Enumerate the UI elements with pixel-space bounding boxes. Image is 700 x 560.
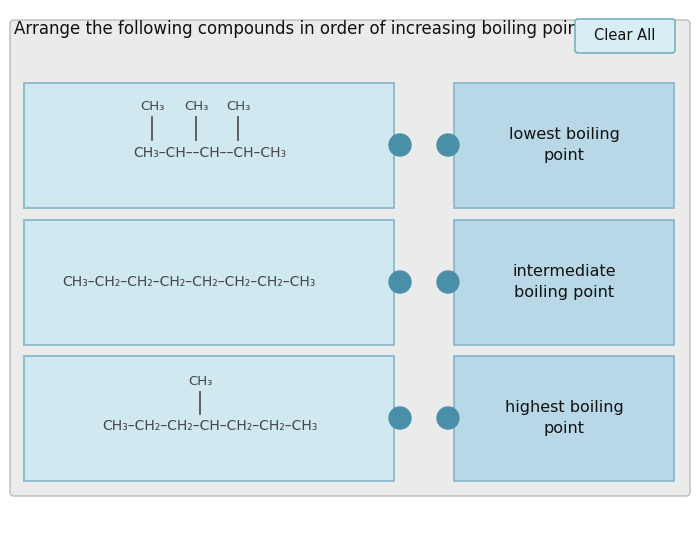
FancyBboxPatch shape: [10, 20, 690, 496]
Text: CH₃–CH₂–CH₂–CH–CH₂–CH₂–CH₃: CH₃–CH₂–CH₂–CH–CH₂–CH₂–CH₃: [102, 419, 318, 433]
Circle shape: [389, 271, 411, 293]
Text: intermediate
boiling point: intermediate boiling point: [512, 264, 616, 300]
FancyBboxPatch shape: [24, 356, 394, 480]
Text: lowest boiling
point: lowest boiling point: [509, 127, 620, 163]
FancyBboxPatch shape: [575, 19, 675, 53]
FancyBboxPatch shape: [24, 220, 394, 344]
Text: CH₃–CH₂–CH₂–CH₂–CH₂–CH₂–CH₂–CH₃: CH₃–CH₂–CH₂–CH₂–CH₂–CH₂–CH₂–CH₃: [62, 275, 316, 289]
Circle shape: [437, 271, 459, 293]
FancyBboxPatch shape: [454, 356, 674, 480]
Text: CH₃: CH₃: [226, 100, 250, 113]
Text: highest boiling
point: highest boiling point: [505, 400, 624, 436]
Circle shape: [437, 407, 459, 429]
FancyBboxPatch shape: [454, 82, 674, 208]
Circle shape: [389, 407, 411, 429]
FancyBboxPatch shape: [454, 220, 674, 344]
Text: Arrange the following compounds in order of increasing boiling points.: Arrange the following compounds in order…: [14, 20, 598, 38]
Text: CH₃: CH₃: [140, 100, 164, 113]
Circle shape: [389, 134, 411, 156]
FancyBboxPatch shape: [24, 82, 394, 208]
Circle shape: [437, 134, 459, 156]
Text: Clear All: Clear All: [594, 29, 656, 44]
Text: CH₃: CH₃: [188, 375, 212, 388]
Text: CH₃–CH––CH––CH–CH₃: CH₃–CH––CH––CH–CH₃: [134, 146, 286, 160]
Text: CH₃: CH₃: [184, 100, 208, 113]
